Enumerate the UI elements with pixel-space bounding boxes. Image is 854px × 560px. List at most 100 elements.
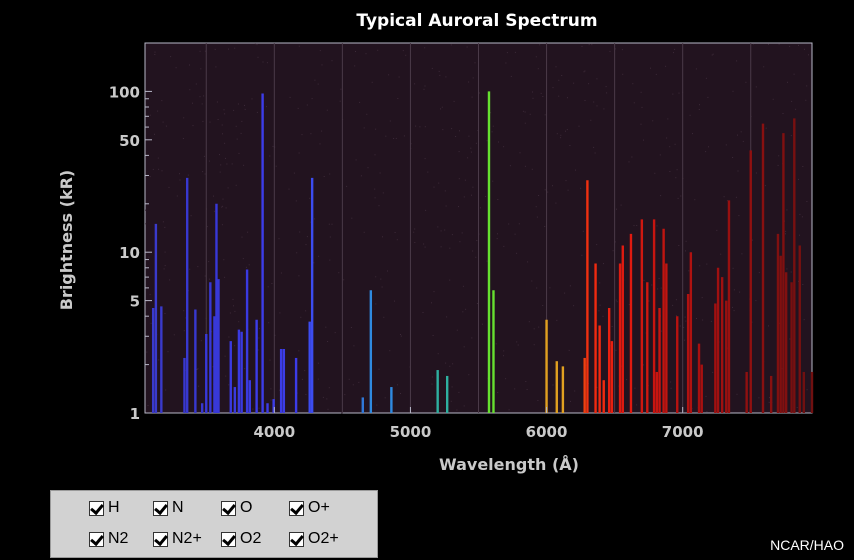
checkbox[interactable]	[153, 500, 168, 516]
texture-dot	[374, 154, 376, 156]
texture-dot	[238, 152, 240, 154]
texture-dot	[465, 308, 467, 310]
texture-dot	[705, 395, 707, 397]
texture-dot	[149, 114, 151, 116]
texture-dot	[343, 279, 345, 281]
texture-dot	[241, 120, 243, 122]
texture-dot	[363, 231, 365, 233]
checkbox[interactable]	[89, 500, 104, 516]
checkbox[interactable]	[221, 531, 236, 547]
texture-dot	[346, 185, 348, 187]
texture-dot	[468, 374, 470, 376]
checkbox[interactable]	[221, 500, 236, 516]
texture-dot	[549, 287, 551, 289]
texture-dot	[558, 79, 560, 81]
legend-toggle-o-plus[interactable]: O+	[289, 499, 330, 517]
texture-dot	[241, 236, 243, 238]
texture-dot	[588, 83, 590, 85]
texture-dot	[394, 300, 395, 302]
legend-label: O2	[240, 530, 262, 547]
texture-dot	[732, 90, 734, 92]
texture-dot	[237, 103, 239, 105]
texture-dot	[742, 140, 744, 142]
texture-dot	[259, 327, 260, 329]
legend-toggle-o2[interactable]: O2	[221, 530, 261, 548]
texture-dot	[517, 344, 519, 346]
checkbox[interactable]	[289, 531, 304, 547]
texture-dot	[179, 179, 181, 181]
texture-dot	[225, 157, 226, 159]
texture-dot	[449, 247, 451, 249]
texture-dot	[331, 223, 333, 225]
texture-dot	[755, 172, 757, 174]
checkbox[interactable]	[153, 531, 168, 547]
texture-dot	[778, 155, 780, 157]
texture-dot	[306, 104, 308, 106]
texture-dot	[371, 81, 373, 83]
texture-dot	[583, 71, 585, 73]
texture-dot	[317, 362, 319, 364]
texture-dot	[633, 225, 635, 227]
texture-dot	[228, 48, 229, 50]
texture-dot	[216, 101, 218, 103]
texture-dot	[313, 262, 315, 264]
texture-dot	[314, 218, 316, 220]
texture-dot	[689, 114, 691, 116]
texture-dot	[567, 97, 568, 99]
y-tick-label: 5	[130, 293, 140, 311]
texture-dot	[456, 409, 458, 411]
texture-dot	[462, 311, 464, 313]
texture-dot	[384, 397, 386, 399]
legend-toggle-o2-plus[interactable]: O2+	[289, 530, 339, 548]
texture-dot	[740, 131, 742, 133]
texture-dot	[799, 234, 800, 236]
texture-dot	[293, 172, 295, 174]
texture-dot	[806, 201, 808, 202]
texture-dot	[387, 270, 388, 272]
texture-dot	[565, 180, 567, 182]
texture-dot	[594, 152, 596, 154]
texture-dot	[702, 319, 704, 321]
texture-dot	[603, 108, 605, 110]
texture-dot	[192, 102, 193, 104]
texture-dot	[275, 165, 277, 167]
texture-dot	[449, 279, 451, 281]
legend-toggle-n[interactable]: N	[153, 499, 184, 517]
checkbox[interactable]	[289, 500, 304, 516]
texture-dot	[552, 87, 554, 89]
x-tick-label: 5000	[390, 423, 432, 441]
texture-dot	[242, 258, 244, 260]
texture-dot	[233, 109, 235, 111]
texture-dot	[311, 98, 313, 100]
texture-dot	[615, 349, 617, 351]
checkbox[interactable]	[89, 531, 104, 547]
texture-dot	[182, 138, 184, 139]
texture-dot	[556, 133, 558, 135]
texture-dot	[213, 195, 214, 197]
texture-dot	[279, 312, 281, 314]
texture-dot	[217, 119, 219, 120]
texture-dot	[739, 291, 741, 293]
texture-dot	[622, 73, 624, 75]
legend-toggle-h[interactable]: H	[89, 499, 120, 517]
texture-dot	[620, 204, 622, 206]
texture-dot	[634, 387, 636, 389]
texture-dot	[374, 188, 376, 190]
texture-dot	[358, 381, 360, 383]
texture-dot	[165, 125, 167, 127]
texture-dot	[432, 335, 434, 336]
texture-dot	[228, 384, 230, 386]
texture-dot	[221, 224, 223, 226]
texture-dot	[593, 146, 595, 148]
texture-dot	[339, 100, 341, 102]
texture-dot	[712, 371, 714, 373]
legend-toggle-n2[interactable]: N2	[89, 530, 128, 548]
texture-dot	[806, 85, 808, 87]
legend-toggle-o[interactable]: O	[221, 499, 252, 517]
auroral-spectrum-chart: Typical Auroral Spectrum 4000 5000 6000 700…	[57, 11, 814, 474]
legend-toggle-n2-plus[interactable]: N2+	[153, 530, 202, 548]
texture-dot	[247, 231, 249, 233]
texture-dot	[614, 48, 616, 50]
texture-dot	[238, 321, 240, 323]
texture-dot	[471, 194, 472, 196]
